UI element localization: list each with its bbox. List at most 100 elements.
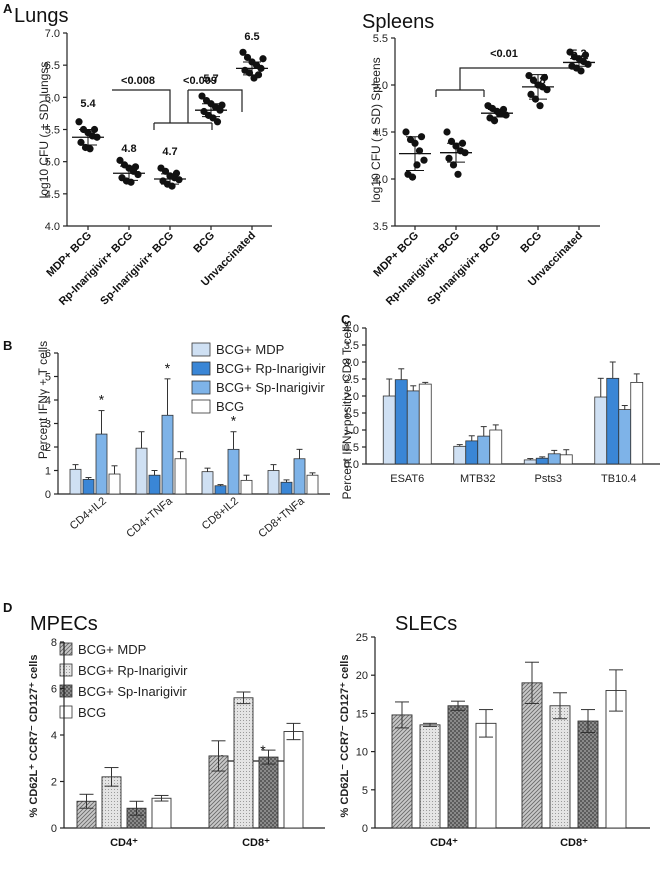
lungs-point [218, 101, 226, 109]
spleens-point [543, 86, 551, 94]
slecs-category-label: CD4⁺ [430, 837, 458, 849]
ifng-ytick-label: 1 [45, 466, 51, 478]
mpecs-ylabel: % CD62L⁺ CCR7⁻ CD127⁺ cells [28, 655, 40, 818]
lungs-point [134, 170, 142, 179]
spleens-ylabel: log10 CFU ( ± SD) Spleens [369, 57, 383, 202]
cd8-ytick-label: 4.0 [344, 323, 359, 335]
legend-swatch-d-bcg [59, 705, 73, 719]
cd8-bar [382, 395, 396, 465]
legend-label-d-rp: BCG+ Rp-Inarigivir [78, 663, 188, 678]
spleens-point [566, 48, 574, 56]
mpecs-ytick-label: 2 [51, 777, 57, 789]
legend-swatch-d-mdp [59, 642, 73, 656]
cd8-ytick-label: 2.0 [344, 391, 359, 403]
cd8-bar [606, 377, 620, 465]
spleens-point [525, 72, 533, 80]
ifng-category-label: CD8+IL2 [200, 495, 241, 532]
spleens-point [408, 173, 417, 181]
cd8-ytick-label: 1.5 [344, 408, 359, 420]
spleens-point [540, 73, 549, 82]
spleens-point [490, 117, 499, 125]
lungs-ylabel: log10 CFU ( ± SD) lungss [37, 62, 51, 199]
lungs-mean-label-0: 5.4 [80, 98, 96, 110]
lungs-category-label: Rp-Inarigivir+ BCG [57, 230, 135, 308]
spleens-point [577, 67, 585, 75]
ifng-ylabel: Percent IFNγ + T cells [36, 341, 50, 459]
mpecs-ytick-label: 4 [51, 730, 57, 742]
spleens-point [413, 161, 421, 169]
ifng-ytick-label: 6 [45, 348, 51, 360]
spleens-point [445, 154, 453, 162]
cd8-bar [477, 435, 491, 465]
cd8-ytick-label: 3.0 [344, 357, 359, 369]
ifng-ytick-label: 0 [45, 489, 51, 501]
panel-letter-d: D [3, 600, 12, 615]
lungs-ytick-label: 5.5 [45, 125, 60, 137]
ifng-bar [174, 458, 187, 495]
cd8-category-label: MTB32 [460, 473, 495, 485]
cd8-bar [453, 445, 467, 465]
cd8-ytick-label: 0.5 [344, 442, 359, 454]
ifng-bar [69, 468, 82, 495]
spleens-ytick-label: 4.5 [373, 127, 388, 139]
ifng-ytick-label: 2 [45, 442, 51, 454]
ifng-ytick-label: 3 [45, 419, 51, 431]
slecs-ytick-label: 25 [356, 632, 368, 644]
spleens-ytick-label: 4.0 [373, 174, 388, 186]
cd8-ytick-label: 3.5 [344, 340, 359, 352]
lungs-point [86, 145, 94, 153]
ifng-category-label: CD4+IL2 [68, 495, 109, 532]
slecs-bar [521, 682, 543, 829]
legend-swatch-mdp [191, 342, 211, 357]
slecs-bar [475, 722, 497, 829]
lungs-point [131, 163, 140, 171]
lungs-point [198, 92, 206, 100]
spleens-significance [435, 67, 578, 97]
legend-label-d-mdp: BCG+ MDP [78, 642, 146, 657]
cd8-bar [559, 454, 573, 465]
panel-letter-a: A [3, 1, 13, 16]
legend-label-sp: BCG+ Sp-Inarigivir [216, 380, 325, 395]
ifng-category-label: CD4+TNFa [124, 495, 175, 541]
cd8-bar [465, 440, 479, 465]
cd8-ytick-label: 0.0 [344, 459, 359, 471]
slecs-bar [549, 705, 571, 829]
spleens-point [454, 170, 462, 178]
lungs-pvalue-2: <0.009 [183, 75, 217, 87]
lungs-point [127, 178, 135, 186]
ifng-bar [108, 473, 121, 495]
lungs-category-label: Sp-Inarigivir+ BCG [98, 230, 176, 308]
ifng-ytick-label: 5 [45, 372, 51, 384]
slecs-category-label: CD8⁺ [560, 837, 588, 849]
cd8-bar [547, 453, 561, 465]
slecs-ytick-label: 10 [356, 747, 368, 759]
legend-swatch-d-rp [59, 663, 73, 677]
slecs-bar [419, 724, 441, 829]
panel-letter-c: C [341, 312, 351, 327]
cd8-category-label: TB10.4 [601, 473, 636, 485]
mpecs-bar [233, 697, 254, 829]
cd8-bar [418, 383, 432, 465]
ifng-bar [82, 479, 95, 495]
legend-swatch-sp [191, 380, 211, 395]
cd8-ytick-label: 1.0 [344, 425, 359, 437]
mpecs-bar [283, 731, 304, 829]
spleens-pvalue: <0.01 [490, 48, 518, 60]
lungs-point [239, 48, 247, 56]
mpecs-category-label: CD4⁺ [110, 837, 138, 849]
lungs-ytick-label: 4.0 [45, 221, 60, 233]
legend-swatch-d-sp [59, 684, 73, 698]
lungs-ytick-label: 7.0 [45, 28, 60, 40]
ifng-bar [306, 474, 319, 495]
cd8-category-label: ESAT6 [390, 473, 424, 485]
lungs-ytick-label: 6.0 [45, 92, 60, 104]
spleens-point [402, 128, 410, 136]
spleens-point [449, 161, 458, 169]
legend-label-bcg: BCG [216, 399, 244, 414]
cd8-bar [594, 396, 608, 465]
ifng-star: * [99, 392, 105, 408]
cd8-bar [394, 379, 408, 465]
mpecs-ytick-label: 8 [51, 637, 57, 649]
lungs-title: Lungs [14, 5, 69, 27]
legend-label-rp: BCG+ Rp-Inarigivir [216, 361, 326, 376]
